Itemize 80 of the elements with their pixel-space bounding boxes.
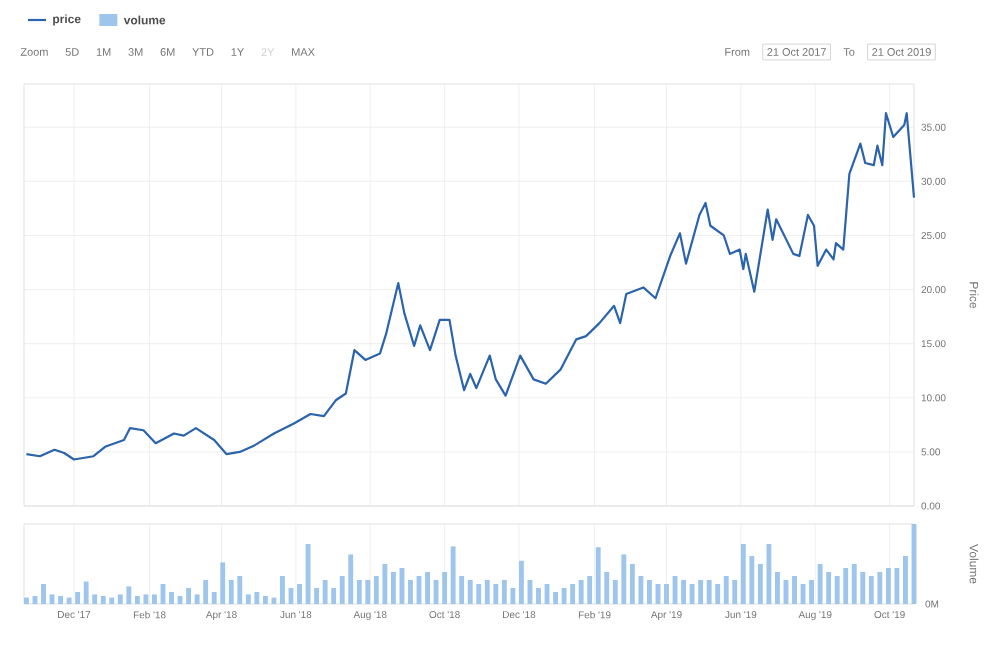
bar bbox=[826, 572, 832, 604]
bar bbox=[843, 568, 849, 604]
bar bbox=[646, 580, 652, 604]
bar bbox=[117, 594, 123, 604]
bar bbox=[877, 572, 883, 604]
bar bbox=[595, 547, 601, 604]
bar bbox=[41, 584, 46, 604]
bar bbox=[228, 580, 234, 604]
bar bbox=[698, 580, 704, 604]
bar bbox=[450, 546, 456, 604]
bar bbox=[621, 554, 627, 604]
bar bbox=[681, 580, 687, 604]
bar bbox=[254, 592, 260, 604]
bar bbox=[689, 584, 695, 604]
bar bbox=[723, 576, 729, 604]
bar bbox=[143, 594, 149, 604]
bar bbox=[740, 544, 746, 604]
bar bbox=[408, 580, 413, 604]
bar bbox=[715, 584, 721, 604]
bar bbox=[903, 556, 908, 604]
bar bbox=[792, 576, 797, 604]
bar bbox=[58, 596, 64, 604]
bar bbox=[24, 597, 29, 604]
bar bbox=[262, 596, 268, 604]
bar bbox=[578, 580, 584, 604]
bar bbox=[433, 580, 439, 604]
bar bbox=[109, 597, 115, 604]
bar bbox=[280, 576, 285, 604]
bar bbox=[66, 597, 72, 604]
bar bbox=[442, 572, 448, 604]
bar bbox=[553, 592, 558, 604]
bar bbox=[134, 596, 140, 604]
bar bbox=[732, 580, 738, 604]
bar bbox=[868, 576, 874, 604]
bar bbox=[518, 560, 524, 604]
bar bbox=[365, 580, 371, 604]
bar bbox=[766, 544, 772, 604]
bar bbox=[126, 586, 132, 604]
bar bbox=[493, 584, 499, 604]
bar bbox=[629, 564, 635, 604]
bar bbox=[203, 580, 209, 604]
bar bbox=[390, 572, 396, 604]
line-series bbox=[25, 112, 916, 461]
bar bbox=[706, 580, 712, 604]
bar bbox=[237, 576, 243, 604]
bar bbox=[245, 594, 251, 604]
bar bbox=[561, 588, 567, 604]
bar bbox=[501, 580, 507, 604]
bar bbox=[536, 588, 541, 604]
bar bbox=[100, 596, 106, 604]
bar bbox=[75, 592, 81, 604]
bar bbox=[297, 584, 302, 604]
bar bbox=[220, 562, 226, 604]
bar bbox=[570, 584, 576, 604]
bar bbox=[425, 572, 430, 604]
bar bbox=[894, 568, 900, 604]
bar bbox=[476, 584, 482, 604]
bar bbox=[809, 580, 815, 604]
bar bbox=[860, 572, 866, 604]
bar bbox=[885, 568, 891, 604]
bar bbox=[331, 588, 337, 604]
bar bbox=[348, 554, 354, 604]
bar bbox=[305, 544, 311, 604]
bar bbox=[510, 588, 516, 604]
bar bbox=[484, 580, 490, 604]
bar bbox=[322, 580, 328, 604]
bar bbox=[587, 576, 593, 604]
bar bbox=[356, 580, 362, 604]
bar bbox=[271, 597, 277, 604]
bar bbox=[834, 576, 840, 604]
bar bbox=[775, 572, 780, 604]
bar bbox=[169, 592, 174, 604]
bar bbox=[851, 564, 857, 604]
bar bbox=[186, 588, 192, 604]
bar bbox=[817, 564, 823, 604]
bar bbox=[152, 594, 157, 604]
bar bbox=[83, 581, 89, 604]
bar bbox=[382, 564, 388, 604]
bar bbox=[467, 580, 473, 604]
bar bbox=[664, 584, 669, 604]
